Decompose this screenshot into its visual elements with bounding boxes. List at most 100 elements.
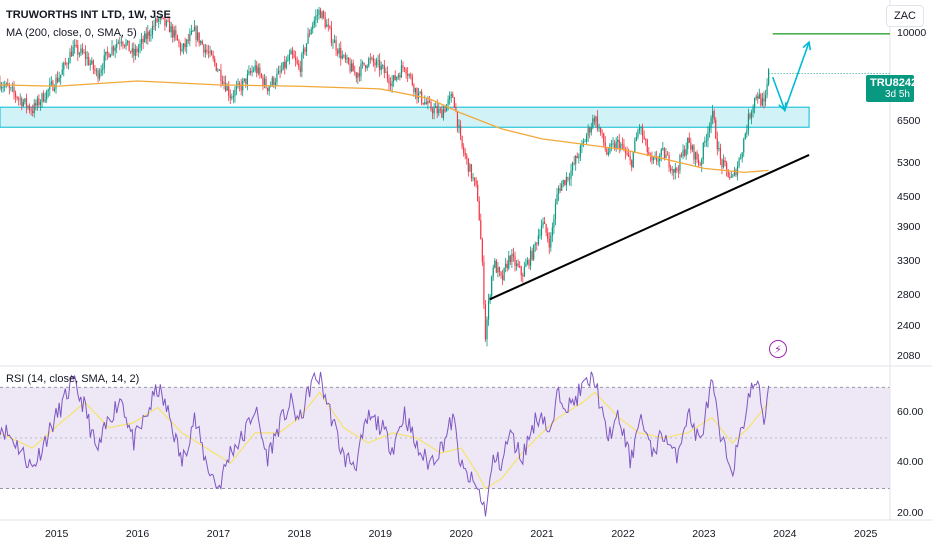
candle-body	[498, 267, 501, 273]
candle-body	[263, 78, 266, 86]
symbol-title[interactable]: TRUWORTHS INT LTD, 1W, JSE	[6, 9, 171, 21]
candle-body	[386, 71, 389, 79]
candle-body	[239, 83, 241, 86]
candle-body	[517, 263, 519, 267]
candle-body	[200, 41, 202, 44]
candle-body	[352, 63, 354, 72]
candle-body	[307, 33, 309, 44]
candle-body	[694, 152, 697, 160]
candle-body	[220, 69, 222, 81]
candle-body	[221, 80, 224, 84]
candle-body	[396, 76, 398, 80]
candle-body	[44, 99, 46, 102]
candle-body	[11, 87, 14, 89]
candle-body	[587, 127, 589, 136]
candle-body	[417, 92, 420, 99]
candle-body	[551, 227, 553, 236]
candle-body	[357, 73, 359, 78]
candle-body	[495, 260, 497, 273]
candle-body	[752, 107, 754, 113]
candle-body	[763, 98, 765, 102]
time-axis-label: 2023	[692, 528, 716, 540]
candle-body	[254, 65, 256, 71]
time-axis-label: 2015	[44, 528, 69, 540]
candle-body	[53, 88, 56, 91]
candle-body	[131, 48, 133, 53]
candle-body	[340, 47, 342, 59]
candle-body	[685, 148, 687, 156]
candle-body	[522, 275, 524, 277]
candle-body	[372, 57, 375, 63]
candle-body	[337, 50, 339, 54]
candle-body	[223, 82, 225, 84]
price-axis-label: 2400	[897, 320, 921, 333]
candle-body	[167, 20, 169, 22]
candle-body	[310, 28, 312, 35]
candle-body	[411, 76, 413, 85]
candle-body	[596, 116, 599, 129]
candle-body	[259, 67, 261, 75]
candle-body	[721, 159, 723, 168]
currency-selector[interactable]: ZAC	[886, 5, 924, 27]
candle-body	[503, 267, 505, 281]
candle-body	[441, 109, 443, 118]
candle-body	[253, 70, 255, 72]
candle-body	[36, 98, 38, 106]
candle-body	[140, 38, 143, 44]
candle-body	[567, 176, 569, 180]
candle-body	[526, 260, 529, 265]
candle-body	[360, 63, 362, 77]
candle-body	[4, 85, 6, 87]
ascending-trendline[interactable]	[489, 154, 810, 301]
candle-body	[687, 137, 689, 149]
rsi-axis-label: 60.00	[897, 405, 924, 418]
candle-body	[354, 71, 356, 73]
main-pane-background	[0, 0, 890, 365]
ma-indicator-legend[interactable]: MA (200, close, 0, SMA, 5)	[6, 27, 137, 39]
candle-body	[414, 87, 417, 93]
candle-body	[582, 141, 585, 144]
candle-body	[133, 48, 135, 56]
candle-body	[72, 46, 74, 57]
candle-body	[545, 224, 547, 233]
candle-body	[136, 48, 138, 53]
lightning-icon[interactable]: ⚡	[769, 340, 787, 358]
badge-price: 8242	[892, 77, 918, 89]
candle-body	[377, 60, 379, 61]
candle-body	[705, 140, 707, 142]
candle-body	[497, 267, 499, 273]
candle-body	[33, 103, 35, 114]
candle-body	[726, 162, 728, 170]
candle-body	[730, 176, 732, 178]
candle-body	[102, 68, 104, 70]
candle-body	[657, 160, 659, 162]
candle-body	[301, 54, 303, 72]
candle-body	[570, 170, 572, 180]
support-resistance-zone[interactable]	[0, 106, 810, 128]
candle-body	[740, 158, 742, 160]
candle-body	[312, 24, 314, 29]
candle-body	[273, 77, 275, 85]
candle-body	[520, 266, 522, 276]
candle-body	[228, 86, 230, 96]
candle-body	[690, 143, 692, 150]
candle-body	[508, 255, 510, 269]
candle-body	[265, 78, 267, 88]
candle-body	[168, 21, 171, 33]
candle-body	[246, 74, 248, 85]
candle-body	[464, 152, 466, 156]
candle-body	[206, 49, 208, 52]
candle-body	[369, 58, 371, 60]
rsi-indicator-legend[interactable]: RSI (14, close, SMA, 14, 2)	[6, 373, 140, 385]
price-axis-label: 10000	[897, 26, 927, 39]
candle-body	[645, 138, 647, 140]
candle-body	[662, 148, 664, 150]
candle-body	[674, 168, 676, 173]
candle-body	[257, 67, 259, 74]
candle-body	[282, 61, 284, 70]
candle-body	[710, 117, 712, 128]
candle-body	[285, 60, 287, 68]
candle-body	[293, 54, 295, 58]
price-axis-label: 2080	[897, 349, 921, 362]
